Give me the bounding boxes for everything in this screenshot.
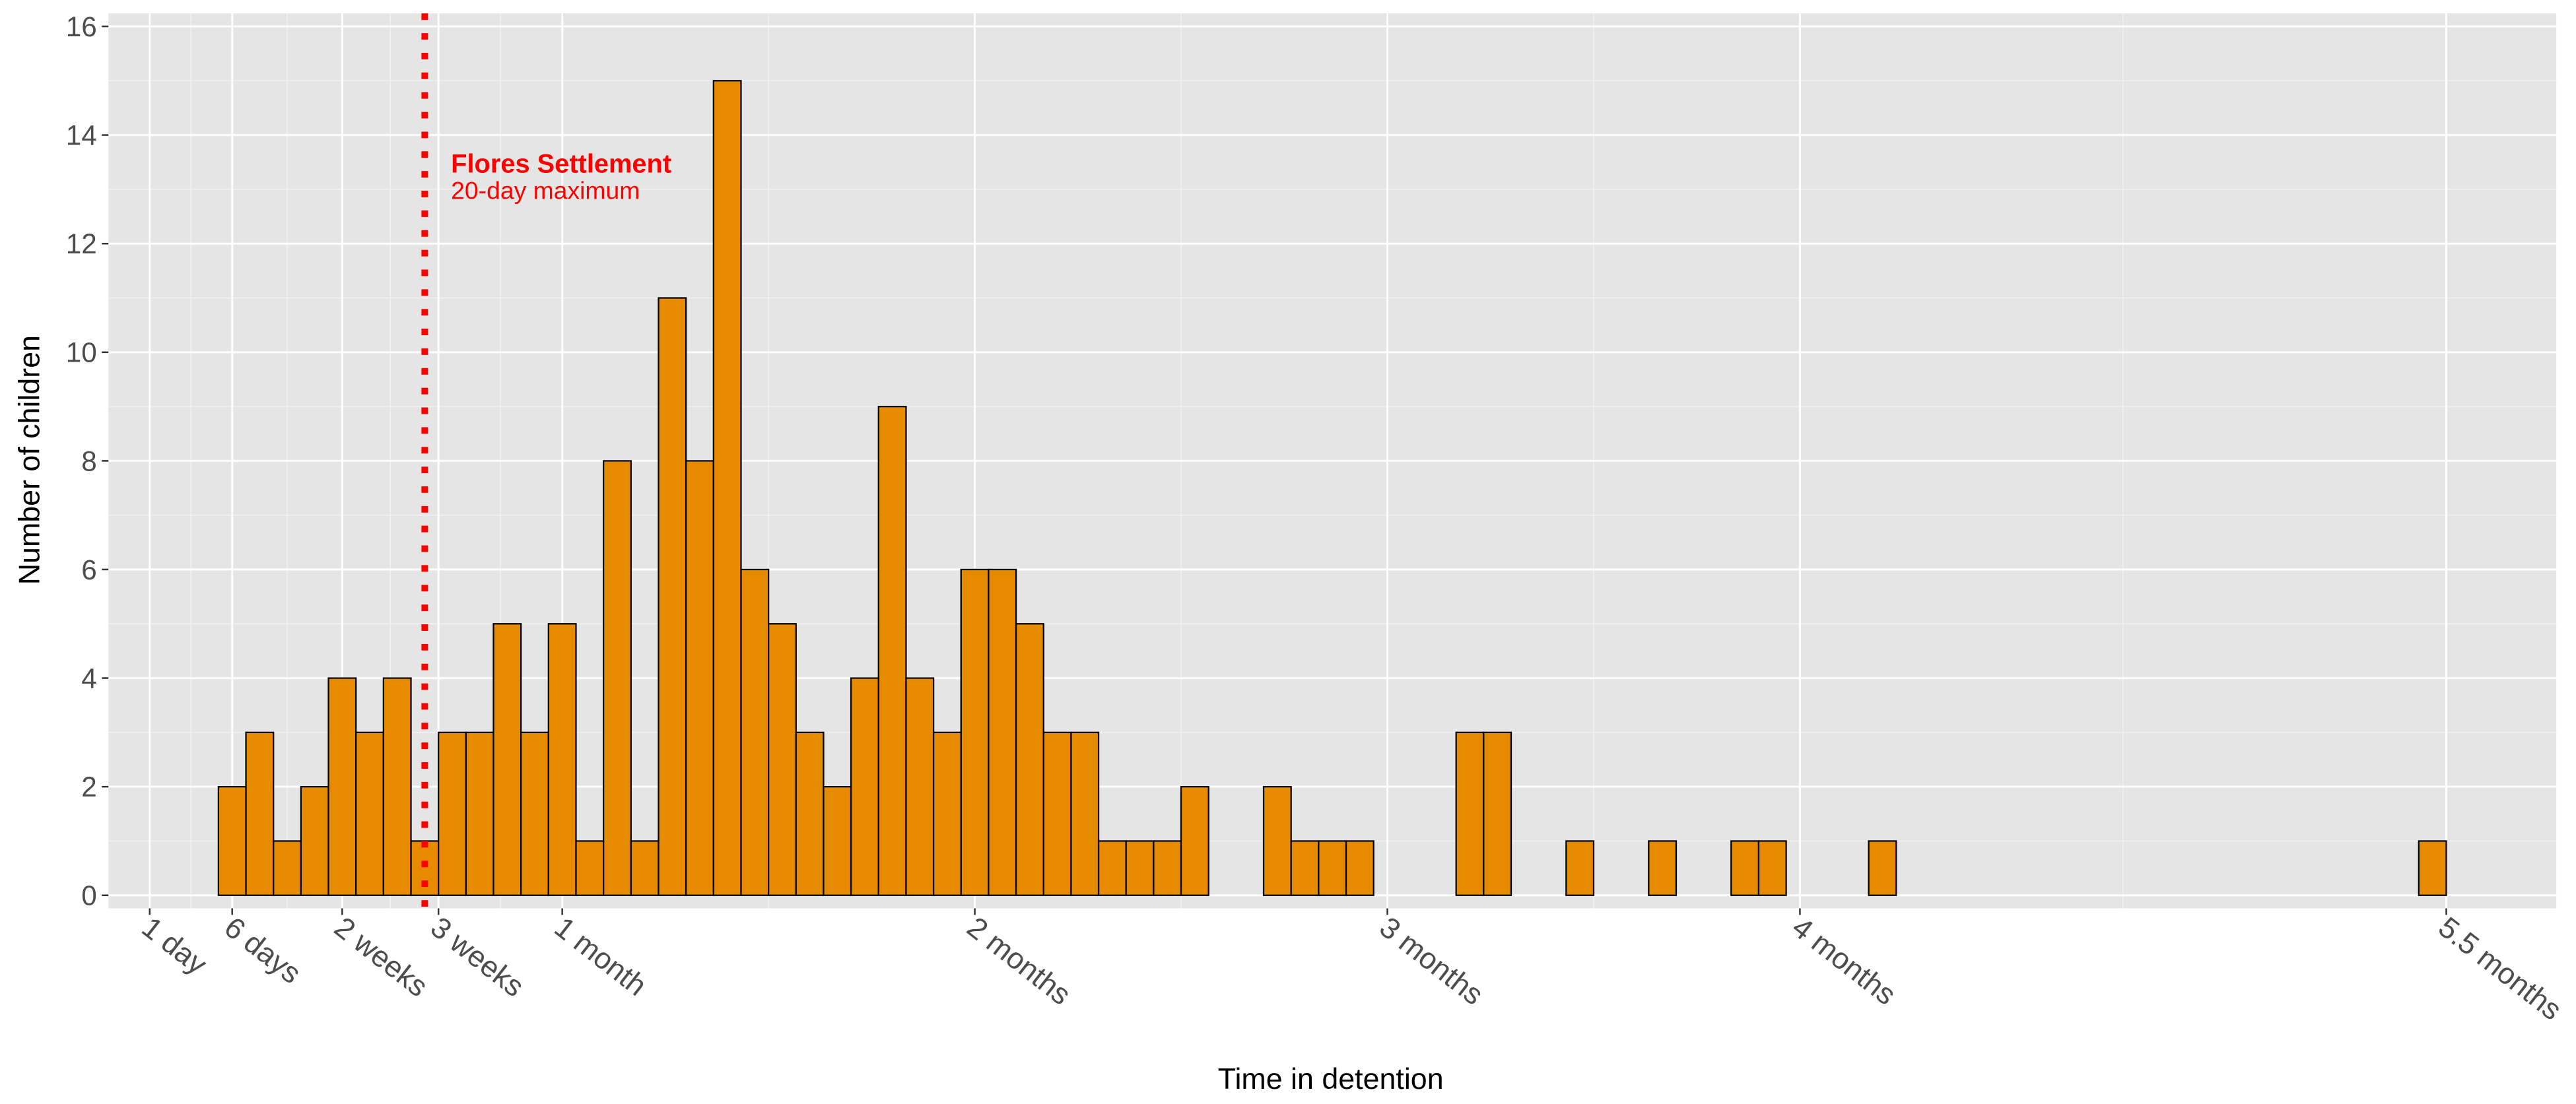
bar (1015, 623, 1044, 896)
y-tick-label: 14 (66, 120, 97, 151)
bar (905, 677, 935, 896)
bar (355, 731, 384, 896)
x-tick-label: 5.5 months (2432, 911, 2567, 1027)
bar (1125, 840, 1155, 896)
bar (410, 840, 440, 896)
x-tick-label: 2 months (961, 911, 1077, 1012)
bar (300, 786, 329, 896)
y-tick-label: 0 (81, 880, 97, 911)
bar (465, 731, 494, 896)
x-tick-label: 6 days (219, 911, 308, 990)
bar (1290, 840, 1320, 896)
bar (1153, 840, 1182, 896)
bar (1868, 840, 1897, 896)
bar (1262, 786, 1292, 896)
bar (1455, 731, 1485, 896)
y-tick-label: 4 (81, 663, 97, 694)
y-tick-label: 6 (81, 554, 97, 585)
bar (1730, 840, 1760, 896)
x-tick-label: 2 weeks (328, 911, 434, 1004)
bar (1757, 840, 1787, 896)
y-tick-label: 16 (66, 11, 97, 42)
bar (1097, 840, 1127, 896)
bar (575, 840, 605, 896)
bar (795, 731, 825, 896)
x-tick-label: 4 months (1786, 911, 1902, 1012)
bar (988, 568, 1017, 896)
bar (327, 677, 357, 896)
y-tick-label: 12 (66, 228, 97, 259)
bar (2418, 840, 2447, 896)
bar (1483, 731, 1512, 896)
bar (520, 731, 549, 896)
bar (1180, 786, 1209, 896)
bar (1070, 731, 1100, 896)
bar (382, 677, 412, 896)
bar (438, 731, 467, 896)
annotation-title: Flores Settlement (451, 150, 671, 179)
bar (712, 80, 742, 896)
x-tick-label: 1 month (549, 911, 653, 1002)
annotation-subtitle: 20-day maximum (451, 176, 640, 204)
bar (492, 623, 522, 896)
bar (768, 623, 797, 896)
y-tick-label: 10 (66, 337, 97, 368)
x-tick-label: 3 weeks (424, 911, 530, 1004)
bar (1565, 840, 1595, 896)
bar (1648, 840, 1678, 896)
bar (630, 840, 660, 896)
bar (850, 677, 879, 896)
bar (823, 786, 852, 896)
bar (932, 731, 962, 896)
x-axis-title: Time in detention (1218, 1062, 1444, 1095)
bar (273, 840, 302, 896)
bar (1345, 840, 1374, 896)
x-tick-label: 1 day (136, 911, 214, 981)
bar (1318, 840, 1347, 896)
bar (1042, 731, 1072, 896)
bars (217, 80, 2447, 896)
y-tick-label: 2 (81, 771, 97, 802)
bar (877, 405, 907, 896)
bar (658, 297, 687, 896)
bar (245, 731, 275, 896)
bar (685, 460, 714, 896)
bar (960, 568, 990, 896)
y-tick-label: 8 (81, 445, 97, 476)
bar (740, 568, 770, 896)
x-tick-label: 3 months (1373, 911, 1489, 1012)
bar (603, 460, 632, 896)
y-axis-title: Number of children (13, 335, 46, 585)
bar (217, 786, 247, 896)
bar (547, 623, 577, 896)
